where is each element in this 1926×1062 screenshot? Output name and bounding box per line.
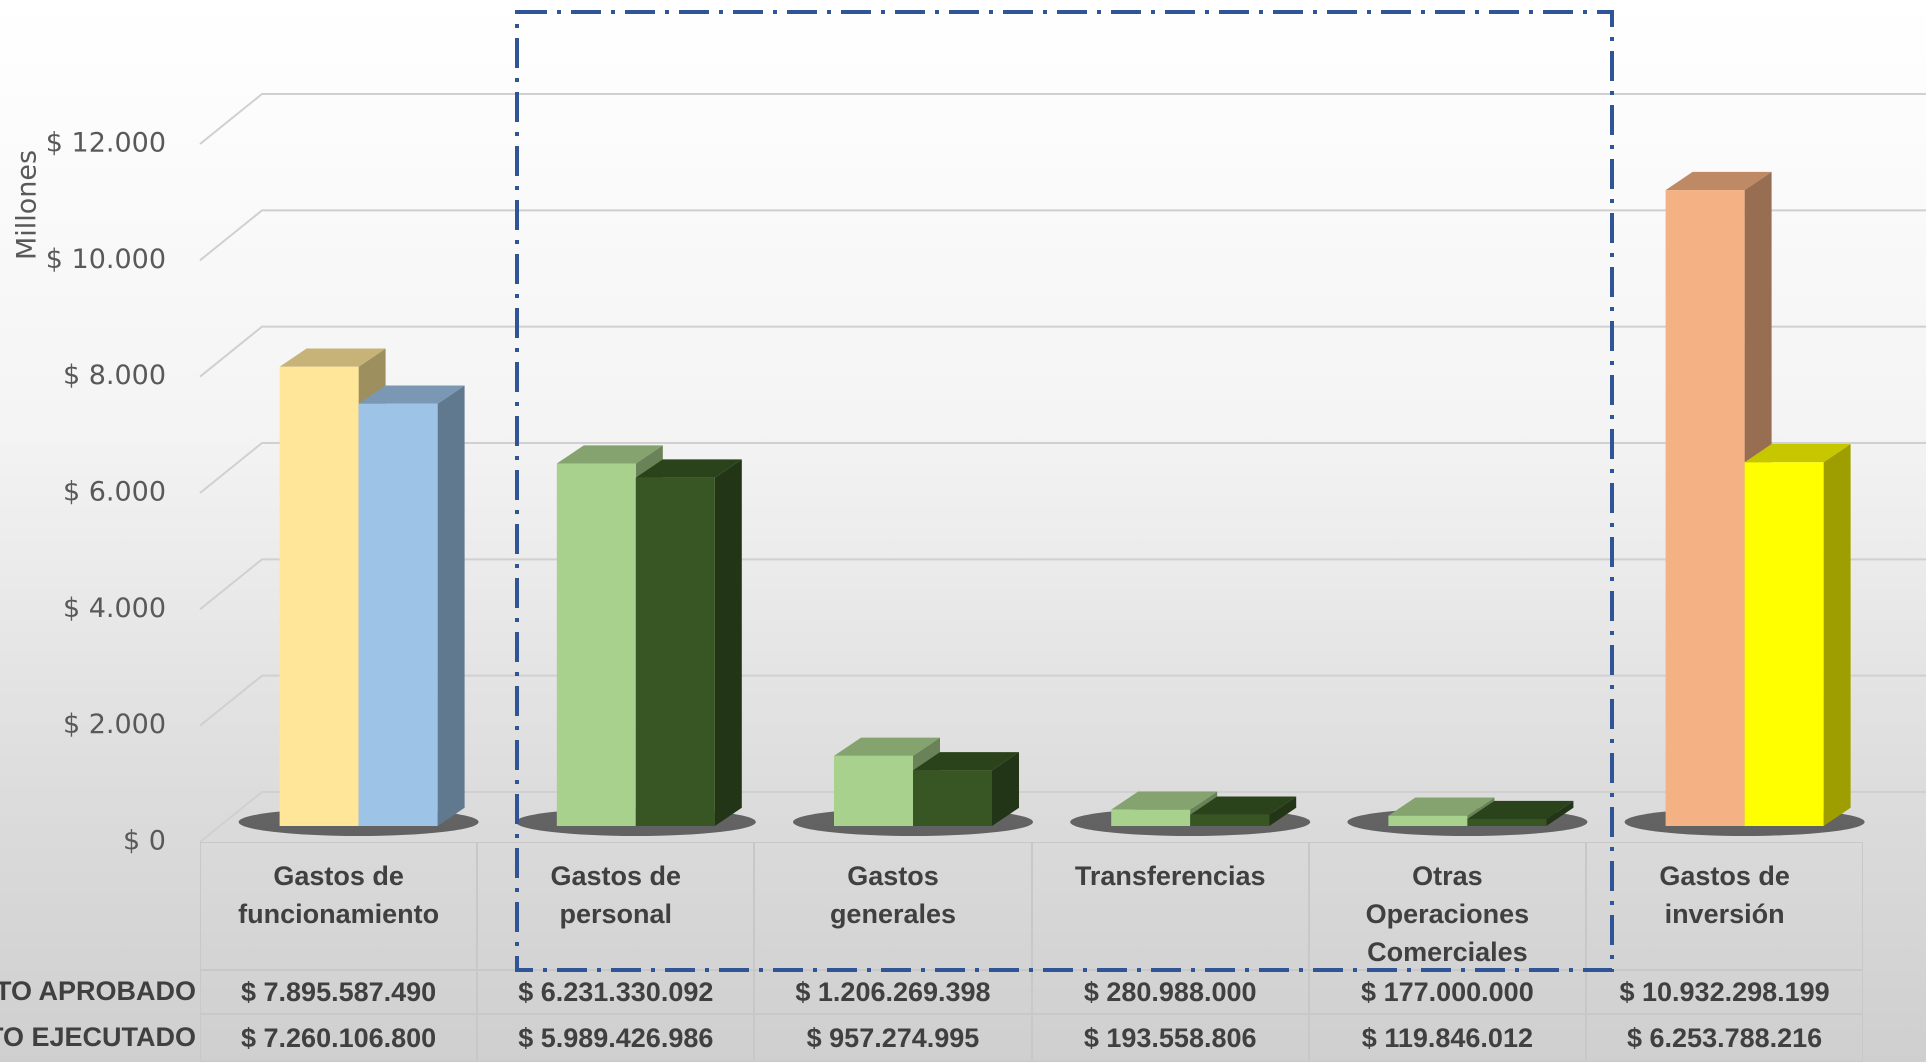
value-label: $ 6.231.330.092 [477,970,754,1014]
value-label: $ 957.274.995 [754,1014,1031,1062]
bar [1111,810,1190,826]
y-tick-label: $ 4.000 [63,593,166,624]
value-label: $ 7.895.587.490 [200,970,477,1014]
value-label: $ 7.260.106.800 [200,1014,477,1062]
bar-side [1824,444,1851,826]
value-label: $ 5.989.426.986 [477,1014,754,1062]
bar [913,770,992,826]
category-label: Gastos de inversión [1586,842,1863,970]
y-tick-label: $ 6.000 [63,477,166,508]
bar [834,756,913,826]
value-label: $ 6.253.788.216 [1586,1014,1863,1062]
category-label: Transferencias [1032,842,1309,970]
legend-label: TO EJECUTADO [0,1022,196,1053]
bar [359,404,438,826]
page: Millones $ 0 $ 2.000 $ 4.000 $ 6.000 $ 8.000… [0,0,1926,1062]
grid-line [200,94,1926,144]
y-axis-title: Millones [12,150,43,260]
value-label: $ 193.558.806 [1032,1014,1309,1062]
bar-side [715,459,742,826]
bar-side [438,386,465,826]
y-tick-label: $ 0 [123,826,166,857]
legend-label: TO APROBADO [0,976,196,1007]
bar [1745,462,1824,826]
category-label: Gastos generales [754,842,1031,970]
value-label: $ 280.988.000 [1032,970,1309,1014]
category-label: Otras Operaciones Comerciales [1309,842,1586,970]
bar [280,367,359,826]
y-tick-label: $ 12.000 [46,128,166,159]
y-tick-label: $ 8.000 [63,360,166,391]
bar [636,478,715,826]
bar [557,464,636,826]
y-tick-label: $ 2.000 [63,709,166,740]
y-tick-label: $ 10.000 [46,244,166,275]
bar [1666,190,1745,826]
bar [1190,815,1269,826]
value-label: $ 10.932.298.199 [1586,970,1863,1014]
bar [1467,819,1546,826]
bar [1388,816,1467,826]
category-label: Gastos de personal [477,842,754,970]
value-label: $ 1.206.269.398 [754,970,1031,1014]
category-label: Gastos de funcionamiento [200,842,477,970]
value-label: $ 119.846.012 [1309,1014,1586,1062]
value-label: $ 177.000.000 [1309,970,1586,1014]
